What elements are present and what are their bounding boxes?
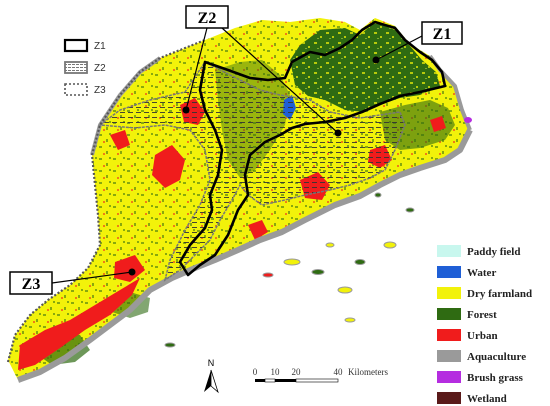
legend-label-forest: Forest <box>467 309 497 321</box>
north-arrow-icon-half <box>210 369 219 394</box>
island <box>464 117 472 123</box>
island <box>283 258 301 266</box>
legend-label-wetland: Wetland <box>467 393 507 405</box>
callout-z3-point <box>128 268 136 276</box>
legend-swatch-forest <box>437 308 461 320</box>
legend-label-aquaculture: Aquaculture <box>467 351 526 363</box>
legend-swatch-dry-farmland <box>437 287 461 299</box>
island <box>374 192 382 198</box>
scale-segment-1 <box>255 379 265 382</box>
callout-z3-label: Z3 <box>22 276 41 293</box>
scale-segment-2 <box>264 378 276 383</box>
scale-unit: Kilometers <box>348 367 388 377</box>
callout-z1: Z1 <box>372 21 463 64</box>
zone-legend-swatch-z3 <box>64 83 88 96</box>
forest-z1-speckle <box>290 22 440 112</box>
legend-label-brush-grass: Brush grass <box>467 372 524 384</box>
zone-z3 <box>6 38 206 363</box>
zone-legend-swatch-z1 <box>63 38 89 53</box>
island <box>383 241 397 249</box>
north-arrow-label: N <box>208 358 215 368</box>
legend-label-water: Water <box>467 267 496 279</box>
zone-z1-boundary <box>178 20 447 277</box>
island <box>262 272 274 278</box>
zone-z2-area <box>97 61 406 282</box>
callout-z2-point-b <box>334 129 342 137</box>
zone-z3-boundary <box>6 38 206 363</box>
callout-z1-leader <box>375 35 423 61</box>
scale-tick-20: 20 <box>292 367 302 377</box>
callout-z1-box <box>421 21 463 45</box>
zone-z1 <box>178 20 447 277</box>
callout-z1-label: Z1 <box>433 26 452 43</box>
zone-legend-label-z2: Z2 <box>94 63 106 74</box>
callout-z3: Z3 <box>9 268 136 295</box>
island <box>344 317 356 323</box>
zone-z2 <box>97 61 406 282</box>
island <box>311 269 325 275</box>
callout-z2: Z2 <box>182 5 342 137</box>
scale-tick-10: 10 <box>271 367 281 377</box>
urban-1 <box>152 145 185 188</box>
scale-tick-0: 0 <box>253 367 258 377</box>
legend-swatch-paddy-field <box>437 245 461 257</box>
zone-legend-swatch-z2 <box>64 61 88 74</box>
callout-z2-point-a <box>182 106 190 114</box>
urban-6 <box>114 255 145 282</box>
islands <box>164 117 472 348</box>
legend-swatch-wetland <box>437 392 461 404</box>
legend-label-urban: Urban <box>467 330 498 342</box>
north-arrow-icon <box>204 370 211 392</box>
legend-swatch-urban <box>437 329 461 341</box>
scale-segment-4 <box>295 378 339 383</box>
callout-z2-leader-a <box>185 27 208 111</box>
legend-label-paddy-field: Paddy field <box>467 246 520 258</box>
north-arrow: N <box>204 358 219 394</box>
urban-8 <box>430 116 446 132</box>
island <box>325 242 335 248</box>
island <box>354 259 366 265</box>
scale-bar: 0 10 20 40 Kilometers <box>253 367 388 383</box>
island <box>337 286 353 294</box>
island <box>164 342 176 348</box>
scale-segment-3 <box>275 379 296 382</box>
urban-7 <box>248 220 268 240</box>
landuse-legend: Paddy field Water Dry farmland Forest Ur… <box>437 245 532 405</box>
zone-legend-label-z1: Z1 <box>94 41 106 52</box>
callout-z1-point <box>372 56 380 64</box>
zone-legend: Z1 Z2 Z3 <box>63 38 106 96</box>
callout-z3-leader <box>51 271 133 284</box>
urban-9 <box>110 130 130 150</box>
callout-z2-leader-b <box>221 27 339 134</box>
zone-legend-label-z3: Z3 <box>94 85 106 96</box>
callout-z2-label: Z2 <box>198 10 217 27</box>
coast-aquaculture <box>16 128 473 383</box>
legend-label-dry-farmland: Dry farmland <box>467 288 532 300</box>
urban-5 <box>18 278 140 370</box>
island <box>405 207 415 213</box>
scale-tick-40: 40 <box>334 367 344 377</box>
legend-swatch-brush-grass <box>437 371 461 383</box>
legend-swatch-water <box>437 266 461 278</box>
legend-swatch-aquaculture <box>437 350 461 362</box>
